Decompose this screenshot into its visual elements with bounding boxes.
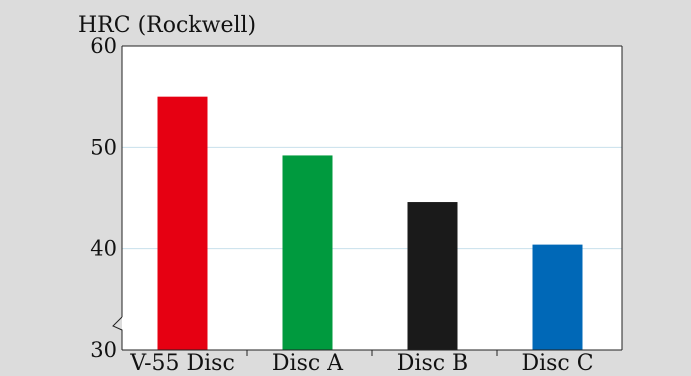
bar-disc-b	[407, 202, 458, 350]
y-tick-label: 50	[90, 135, 117, 159]
bar-v-55-disc	[157, 96, 208, 351]
x-category-labels: V-55 Disc Disc A Disc B Disc C	[129, 351, 593, 376]
bar-disc-c	[532, 244, 583, 350]
x-category-label: Disc B	[397, 351, 468, 376]
y-axis-label: HRC (Rockwell)	[78, 13, 256, 38]
y-tick-labels: 30 40 50 60	[90, 34, 117, 362]
y-axis-break	[112, 316, 123, 350]
bar-disc-a	[282, 155, 333, 350]
y-tick-label: 30	[90, 338, 117, 362]
x-category-label: Disc C	[521, 351, 593, 376]
bars	[157, 96, 583, 351]
y-tick-label: 40	[90, 237, 117, 261]
axes	[112, 45, 623, 356]
x-category-label: V-55 Disc	[129, 351, 235, 376]
x-category-label: Disc A	[272, 351, 344, 376]
y-tick-label: 60	[90, 34, 117, 58]
